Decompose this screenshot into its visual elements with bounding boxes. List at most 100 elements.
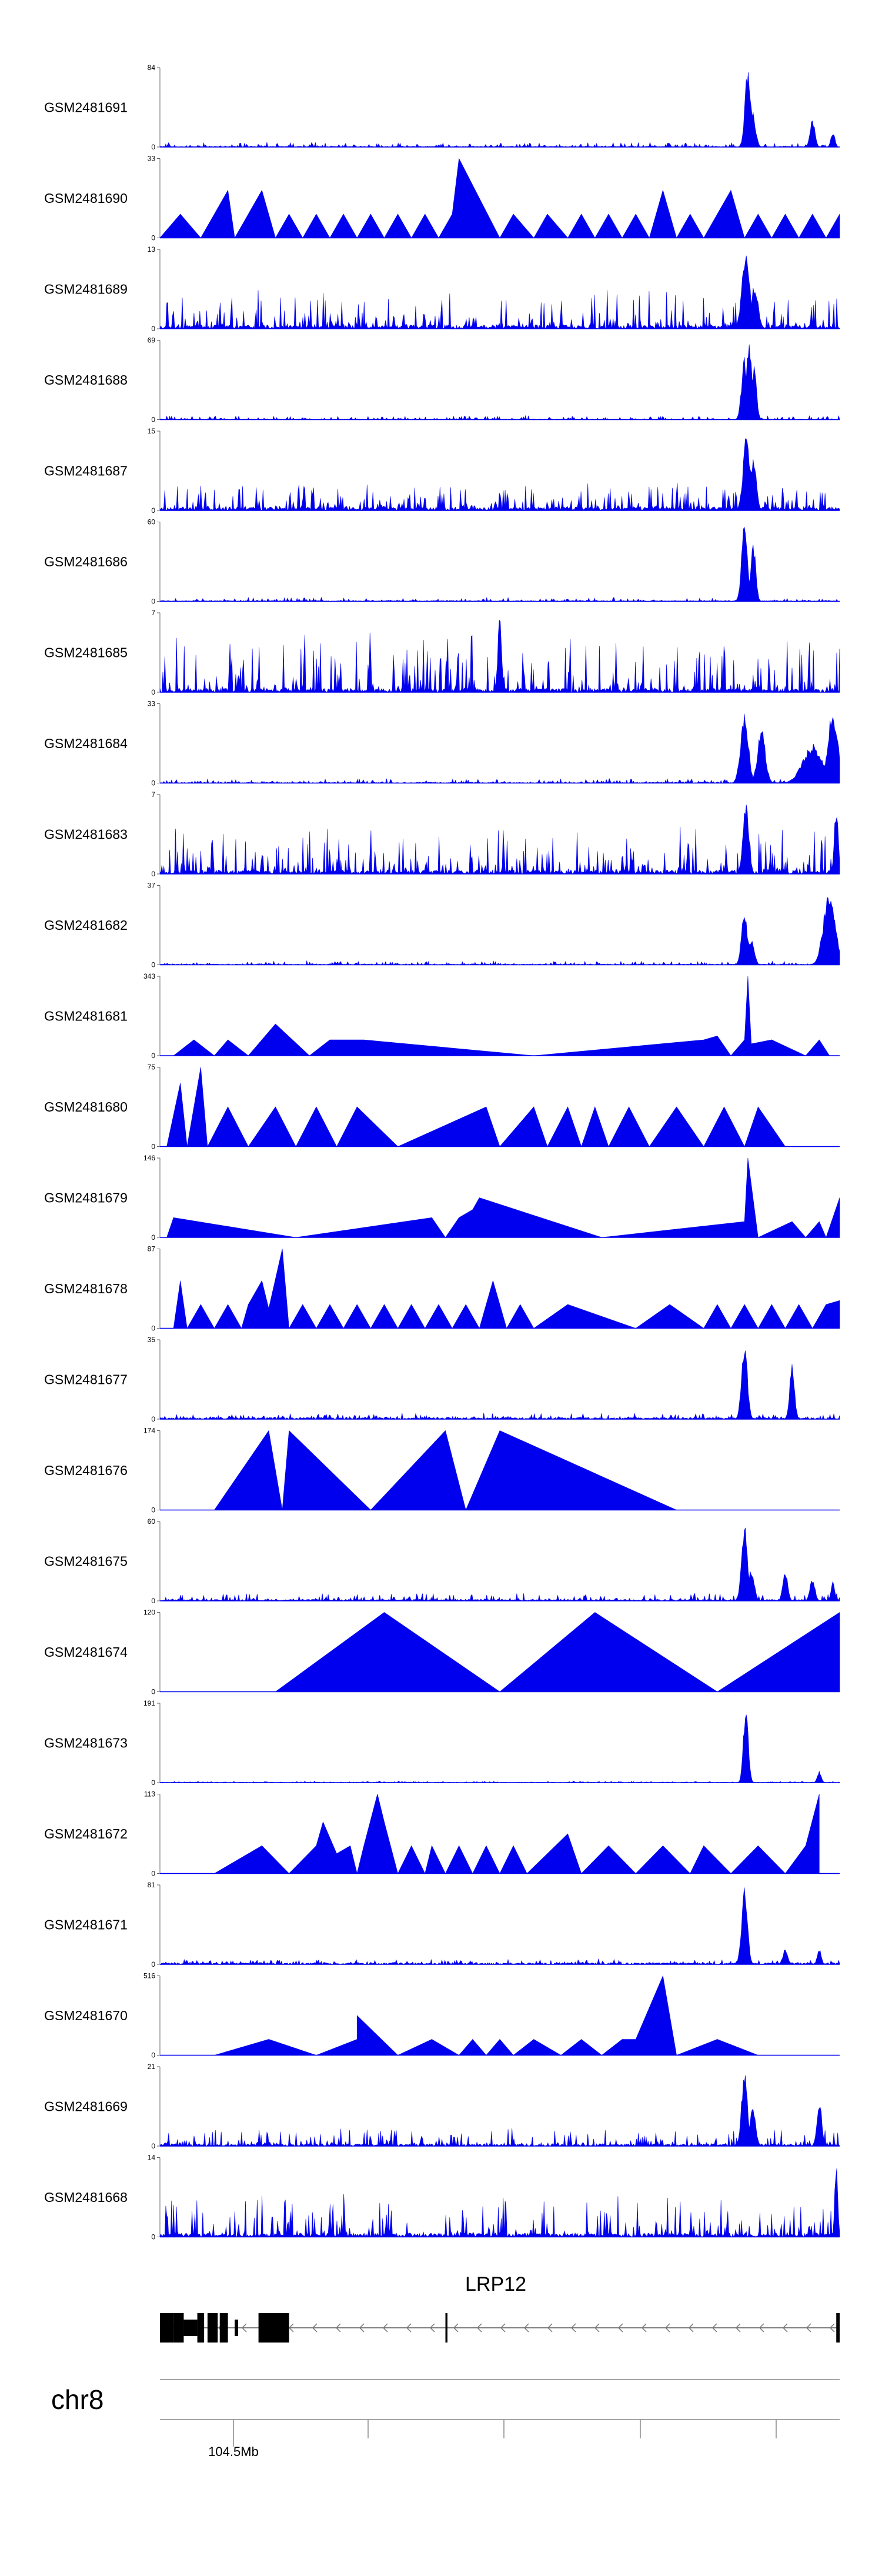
track: GSM2481677 35 0	[44, 1336, 840, 1423]
track-ymax-label: 33	[148, 155, 156, 163]
axis-ticks	[233, 2420, 777, 2447]
track-signal-area	[159, 713, 840, 784]
track: GSM2481683 7 0	[44, 790, 840, 878]
track-ymax-label: 516	[143, 1972, 155, 1980]
track-ymin-label: 0	[151, 143, 155, 151]
exon	[219, 2313, 228, 2343]
track-signal-area	[214, 1975, 759, 2056]
track-ymin-label: 0	[151, 1506, 155, 1514]
track-ymax-label: 87	[148, 1245, 156, 1253]
track-label: GSM2481681	[44, 1009, 128, 1024]
track-ymax-label: 120	[143, 1609, 155, 1617]
track: GSM2481682 37 0	[44, 882, 840, 969]
track-signal-area	[159, 2075, 840, 2147]
track-label: GSM2481670	[44, 2008, 128, 2023]
track-ymax-label: 60	[148, 1517, 156, 1526]
track-ymin-label: 0	[151, 1324, 155, 1333]
exon	[173, 2313, 184, 2343]
track: GSM2481687 15 0	[44, 427, 840, 515]
track-ymax-label: 343	[143, 972, 155, 980]
track-ymax-label: 37	[148, 882, 156, 890]
exon	[836, 2313, 840, 2343]
track-label: GSM2481675	[44, 1554, 128, 1569]
exon	[445, 2313, 447, 2343]
track: GSM2481676 174 0	[44, 1427, 840, 1514]
strand-arrows	[171, 2323, 835, 2333]
track: GSM2481689 13 0	[44, 245, 840, 333]
track-label: GSM2481679	[44, 1190, 128, 1206]
track-ymax-label: 60	[148, 518, 156, 526]
track-signal-area	[173, 1249, 840, 1329]
track-ymin-label: 0	[151, 1778, 155, 1787]
gene-label: LRP12	[465, 2273, 526, 2295]
track-signal-area	[159, 2168, 840, 2238]
track-signal-area	[159, 805, 840, 875]
track-signal-area	[159, 158, 840, 239]
track-label: GSM2481684	[44, 736, 128, 751]
strand-arrow	[288, 2323, 294, 2333]
track-label: GSM2481690	[44, 191, 128, 206]
track-ymin-label: 0	[151, 779, 155, 788]
track-ymax-label: 7	[151, 609, 155, 617]
track-ymin-label: 0	[151, 1688, 155, 1696]
track-ymax-label: 69	[148, 336, 156, 345]
track-ymin-label: 0	[151, 1415, 155, 1423]
track: GSM2481690 33 0	[44, 155, 840, 242]
track-ymin-label: 0	[151, 234, 155, 242]
strand-arrow	[759, 2323, 764, 2333]
track-label: GSM2481669	[44, 2099, 128, 2114]
track-ymin-label: 0	[151, 2142, 155, 2150]
track-ymin-label: 0	[151, 688, 155, 696]
track: GSM2481686 60 0	[44, 518, 840, 606]
strand-arrow	[829, 2323, 835, 2333]
strand-arrow	[241, 2323, 247, 2333]
track: GSM2481674 120 0	[44, 1609, 840, 1696]
track: GSM2481681 343 0	[44, 972, 840, 1060]
strand-arrow	[806, 2323, 811, 2333]
track: GSM2481688 69 0	[44, 336, 840, 424]
exon	[183, 2320, 198, 2336]
strand-arrow	[570, 2323, 576, 2333]
track-ymin-label: 0	[151, 1960, 155, 1968]
track-ymin-label: 0	[151, 2233, 155, 2241]
track-label: GSM2481668	[44, 2190, 128, 2205]
track: GSM2481671 81 0	[44, 1881, 840, 1968]
track-signal-area	[159, 1527, 840, 1601]
track-signal-area	[173, 976, 830, 1056]
exon	[258, 2313, 289, 2343]
signal-tracks: GSM2481691840GSM2481690330GSM2481689130G…	[44, 64, 840, 2241]
track-signal-area	[159, 1350, 840, 1420]
track-ymax-label: 21	[148, 2063, 156, 2071]
track-signal-area	[159, 72, 840, 148]
track-ymin-label: 0	[151, 1052, 155, 1060]
strand-arrow	[500, 2323, 506, 2333]
strand-arrow	[429, 2323, 435, 2333]
track-signal-area	[166, 1157, 840, 1238]
track-signal-area	[166, 1067, 813, 1147]
track-label: GSM2481678	[44, 1281, 128, 1296]
track-ymin-label: 0	[151, 1143, 155, 1151]
track-ymin-label: 0	[151, 870, 155, 878]
track-label: GSM2481672	[44, 1826, 128, 1841]
strand-arrow	[711, 2323, 717, 2333]
track-label: GSM2481685	[44, 645, 128, 660]
track-signal-area	[159, 526, 840, 602]
track-ymin-label: 0	[151, 961, 155, 969]
track-label: GSM2481688	[44, 372, 128, 388]
track-signal-area	[159, 897, 840, 966]
exon	[160, 2313, 174, 2343]
track-ymin-label: 0	[151, 416, 155, 424]
track-ymax-label: 191	[143, 1699, 155, 1707]
track: GSM2481684 33 0	[44, 700, 840, 788]
track: GSM2481680 75 0	[44, 1063, 840, 1151]
track-label: GSM2481680	[44, 1099, 128, 1115]
track-signal-area	[159, 1714, 840, 1783]
strand-arrow	[782, 2323, 788, 2333]
strand-arrow	[312, 2323, 318, 2333]
track-label: GSM2481671	[44, 1917, 128, 1933]
strand-arrow	[406, 2323, 412, 2333]
track: GSM2481685 7 0	[44, 609, 840, 696]
strand-arrow	[359, 2323, 365, 2333]
strand-arrow	[688, 2323, 694, 2333]
